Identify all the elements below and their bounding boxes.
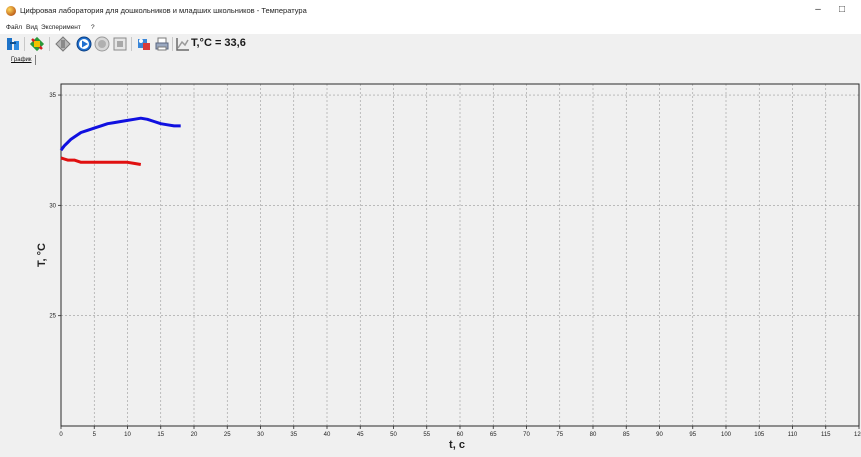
y-tick-label: 25 [49,314,56,320]
sensor-icon[interactable] [55,36,71,52]
y-axis-label: T, °C [36,243,48,267]
sensor-settings-icon[interactable] [29,36,45,52]
x-tick-label: 20 [191,432,198,438]
print-icon[interactable] [154,36,170,52]
series-line-1 [60,156,142,166]
x-tick-label: 30 [257,432,264,438]
x-tick-label: 75 [556,432,563,438]
x-tick-label: 120 [854,432,861,438]
menu-bar: Файл Вид Эксперимент ? [0,22,861,34]
title-bar: Цифровая лаборатория для дошкольников и … [0,0,861,22]
temperature-chart: 0 5 10 15 20 25 30 35 40 45 50 55 60 65 70 75 80 85 90 95 10… [36,83,861,451]
x-tick-label: 35 [290,432,297,438]
x-tick-label: 80 [590,432,597,438]
x-tick-label: 40 [324,432,331,438]
x-tick-label: 115 [821,432,831,438]
toolbar-separator [24,37,25,51]
toolbar-separator [172,37,173,51]
chart-area: 0 5 10 15 20 25 30 35 40 45 50 55 60 65 70 75 80 85 90 95 10… [0,66,861,457]
connect-sensor-icon[interactable] [5,36,21,52]
chart-settings-icon[interactable] [175,36,191,52]
x-tick-label: 55 [423,432,430,438]
x-tick-label: 5 [93,432,97,438]
x-tick-label: 100 [721,432,732,438]
x-tick-label: 95 [689,432,696,438]
x-tick-label: 110 [788,432,798,438]
x-tick-label: 70 [523,432,530,438]
x-tick-label: 90 [656,432,663,438]
stop-icon[interactable] [94,36,110,52]
menu-help[interactable]: ? [91,24,95,31]
temperature-readout: T,°C = 33,6 [191,37,246,49]
maximize-icon[interactable]: □ [838,4,846,15]
refresh-icon[interactable] [136,36,152,52]
tab-strip: График [0,54,861,66]
window-title: Цифровая лаборатория для дошкольников и … [20,6,307,15]
table-icon[interactable] [112,36,128,52]
x-tick-label: 60 [457,432,464,438]
x-tick-label: 105 [754,432,765,438]
x-axis-label: t, c [449,439,465,451]
plot-background [61,84,859,426]
x-tick-label: 10 [124,432,131,438]
menu-file[interactable]: Файл [6,24,22,31]
toolbar-separator [49,37,50,51]
menu-view[interactable]: Вид [26,24,38,31]
menu-experiment[interactable]: Эксперимент [41,24,81,31]
x-tick-label: 65 [490,432,497,438]
x-tick-label: 50 [390,432,397,438]
start-icon[interactable] [76,36,92,52]
series-line-0 [59,116,181,152]
tab-graph-label: График [11,57,32,63]
toolbar: T,°C = 33,6 [0,34,861,55]
tab-graph[interactable]: График [8,55,36,65]
x-tick-label: 15 [157,432,164,438]
y-tick-label: 30 [49,203,56,209]
minimize-icon[interactable]: – [815,4,821,15]
y-tick-label: 35 [49,93,56,99]
x-tick-label: 45 [357,432,364,438]
x-tick-label: 85 [623,432,630,438]
x-tick-label: 0 [59,432,63,438]
x-tick-label: 25 [224,432,231,438]
app-icon [6,6,16,16]
toolbar-separator [131,37,132,51]
